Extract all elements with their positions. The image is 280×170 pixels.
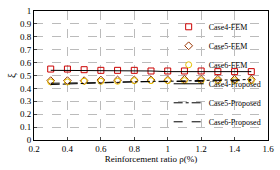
svg-text:0.3: 0.3 bbox=[20, 96, 32, 106]
svg-text:0: 0 bbox=[27, 135, 32, 145]
svg-text:0.8: 0.8 bbox=[129, 144, 141, 154]
svg-text:0.1: 0.1 bbox=[20, 122, 31, 132]
svg-text:0.4: 0.4 bbox=[20, 84, 32, 94]
svg-text:0.2: 0.2 bbox=[28, 144, 39, 154]
svg-text:Case4-FEM: Case4-FEM bbox=[209, 23, 248, 32]
svg-text:Case6-Proposed: Case6-Proposed bbox=[209, 118, 261, 127]
svg-text:0.6: 0.6 bbox=[20, 58, 32, 68]
svg-text:Case4-Proposed: Case4-Proposed bbox=[209, 80, 261, 89]
svg-text:Case6-FEM: Case6-FEM bbox=[209, 61, 248, 70]
svg-text:0.6: 0.6 bbox=[95, 144, 107, 154]
svg-text:0.2: 0.2 bbox=[20, 109, 31, 119]
svg-text:1.6: 1.6 bbox=[262, 144, 274, 154]
svg-text:0.5: 0.5 bbox=[20, 71, 32, 81]
svg-text:0.7: 0.7 bbox=[20, 45, 32, 55]
svg-text:1.4: 1.4 bbox=[229, 144, 241, 154]
svg-text:0.4: 0.4 bbox=[62, 144, 74, 154]
svg-text:1.2: 1.2 bbox=[196, 144, 207, 154]
svg-text:Case5-FEM: Case5-FEM bbox=[209, 42, 248, 51]
svg-text:1: 1 bbox=[165, 144, 170, 154]
svg-text:1: 1 bbox=[27, 6, 32, 16]
svg-text:0.8: 0.8 bbox=[20, 32, 32, 42]
svg-text:0.9: 0.9 bbox=[20, 19, 32, 29]
svg-text:Case5-Proposed: Case5-Proposed bbox=[209, 99, 261, 108]
svg-text:ξ: ξ bbox=[5, 73, 18, 78]
svg-text:Reinforcement ratio ρ(%): Reinforcement ratio ρ(%) bbox=[105, 154, 197, 164]
